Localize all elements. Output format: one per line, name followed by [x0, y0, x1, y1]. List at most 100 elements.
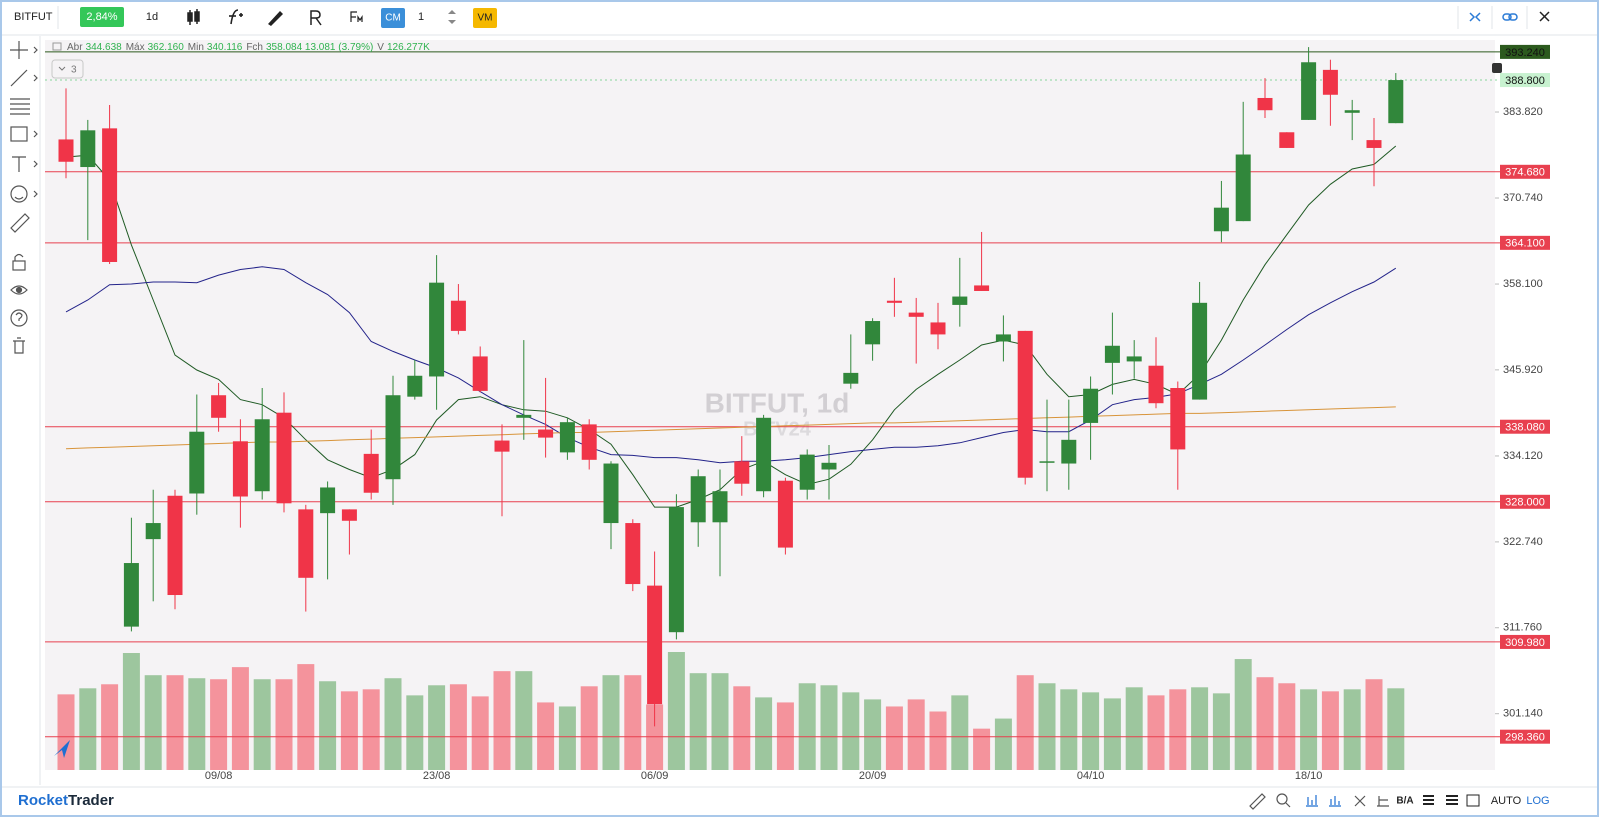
volume-bar — [406, 695, 424, 770]
brand-part: Trader — [68, 792, 114, 809]
volume-bar — [1300, 689, 1318, 770]
ruler-tool[interactable] — [10, 213, 30, 233]
cm-button[interactable] — [381, 8, 405, 28]
auto-scale-button[interactable]: AUTO — [1491, 795, 1522, 807]
candle-body — [516, 414, 532, 418]
plot-area — [45, 40, 1495, 770]
delete-tool[interactable] — [13, 337, 25, 354]
visibility-tool[interactable] — [10, 285, 28, 295]
candle-body — [341, 509, 357, 521]
candle-body — [712, 491, 728, 523]
ohlc-label: Fch — [246, 42, 263, 53]
x-tick-label: 20/09 — [859, 770, 887, 782]
candle-body — [756, 417, 772, 492]
candle-body — [102, 128, 118, 262]
candle-body — [385, 395, 401, 480]
emoji-tool[interactable] — [10, 185, 38, 203]
lock-tool[interactable] — [12, 253, 26, 271]
volume-button[interactable] — [1306, 795, 1318, 807]
price-level-label: 328.000 — [1505, 497, 1545, 509]
replay-button[interactable] — [310, 10, 322, 26]
volume-bar — [624, 675, 642, 770]
snapshot-button[interactable] — [1492, 63, 1502, 73]
sync-button[interactable] — [1469, 12, 1481, 22]
candle-body — [865, 321, 881, 345]
volume-bar — [798, 683, 816, 770]
volume-bar — [1016, 675, 1034, 770]
volume-bar — [1082, 692, 1100, 770]
y-tick-label: 383.820 — [1503, 106, 1543, 118]
bars-button[interactable] — [1329, 796, 1341, 807]
price-level-tag — [1500, 419, 1550, 434]
navigate-button[interactable] — [54, 740, 70, 758]
candle-body — [407, 375, 423, 397]
ohlc-label: Abr — [67, 42, 83, 53]
chart-type-button[interactable] — [187, 9, 200, 25]
crosshair-tool[interactable] — [10, 41, 38, 59]
help-tool[interactable] — [10, 309, 28, 327]
ohlc-value: 340.116 — [207, 42, 243, 53]
vm-button[interactable] — [473, 8, 497, 28]
log-scale-button[interactable]: LOG — [1526, 795, 1549, 807]
interval-button[interactable]: 1d — [146, 11, 158, 23]
volume-bar — [297, 664, 315, 770]
ohlc-label: Máx — [126, 42, 145, 53]
volume-bar — [1321, 691, 1339, 770]
text-tool[interactable] — [12, 156, 38, 172]
volume-bar — [319, 681, 337, 770]
volume-bar — [755, 697, 773, 770]
count-spinner[interactable] — [448, 10, 456, 24]
collapse-chevron — [58, 66, 66, 71]
histogram-button[interactable] — [1377, 796, 1389, 807]
volume-bar — [1256, 677, 1274, 770]
link-button[interactable] — [1502, 13, 1518, 21]
ohlc-label: V — [377, 42, 384, 53]
volume-bar — [449, 684, 467, 770]
volume-bar — [1387, 688, 1405, 770]
candle-body — [450, 300, 466, 331]
candle-body — [211, 395, 227, 418]
brand: RocketTrader — [18, 792, 114, 809]
ohlc-value: 344.638 — [86, 42, 123, 53]
draw-button[interactable] — [268, 11, 283, 26]
ohlc-label: Min — [188, 42, 204, 53]
y-tick-label: 301.140 — [1503, 708, 1543, 720]
candle-body — [625, 523, 641, 585]
bid-ask-button[interactable]: B/A — [1396, 796, 1413, 807]
layout-button[interactable] — [1466, 794, 1480, 807]
channel-tool[interactable] — [10, 98, 30, 115]
fm-button[interactable] — [350, 11, 363, 22]
volume-bar — [1365, 679, 1383, 770]
indicators-button[interactable] — [229, 9, 243, 25]
cm-count[interactable]: 1 — [418, 11, 424, 23]
candle-body — [952, 296, 968, 305]
y-tick-label: 370.740 — [1503, 192, 1543, 204]
y-tick-label: 311.760 — [1503, 622, 1542, 634]
candle-body — [974, 285, 990, 291]
candle-body — [429, 282, 445, 377]
zoom-button[interactable] — [1276, 793, 1291, 808]
line-tool[interactable] — [10, 69, 38, 87]
candle-body — [363, 453, 379, 493]
ruler-button[interactable] — [1249, 793, 1266, 810]
candle-body — [145, 523, 161, 540]
volume-bar — [689, 673, 707, 770]
price-level-label: 338.080 — [1505, 422, 1545, 434]
list-button[interactable] — [1446, 795, 1458, 805]
volume-bar — [1191, 687, 1209, 770]
scatter-button[interactable] — [1354, 795, 1366, 807]
candle-body — [734, 461, 750, 484]
volume-bar — [929, 711, 947, 770]
close-button[interactable] — [1539, 11, 1550, 22]
price-level-tag — [1500, 494, 1550, 509]
volume-bar — [820, 685, 838, 770]
collapse-button[interactable] — [51, 59, 84, 79]
volume-bar — [428, 685, 446, 770]
symbol[interactable]: BITFUT — [14, 11, 53, 23]
shape-tool[interactable] — [10, 126, 38, 142]
volume-bar — [122, 653, 140, 770]
book-button[interactable] — [1423, 795, 1434, 805]
candle-body — [298, 509, 314, 578]
volume-bar — [711, 673, 729, 770]
candle-body — [1148, 365, 1164, 404]
